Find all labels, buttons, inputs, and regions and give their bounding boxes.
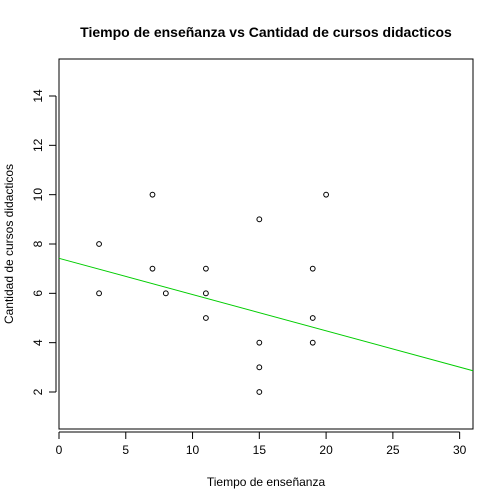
- x-tick-label: 10: [186, 443, 200, 457]
- y-tick-label: 10: [31, 188, 45, 202]
- x-tick-label: 30: [453, 443, 467, 457]
- y-tick-label: 14: [31, 89, 45, 103]
- y-axis-label: Cantidad de cursos didacticos: [2, 164, 16, 324]
- data-point: [256, 364, 263, 371]
- y-tick-label: 4: [31, 339, 45, 346]
- data-point: [309, 315, 316, 321]
- y-tick-label: 6: [31, 290, 45, 297]
- x-tick-label: 0: [56, 443, 63, 457]
- y-tick-label: 2: [31, 388, 45, 395]
- regression-line: [58, 257, 474, 372]
- regression-layer: [58, 257, 474, 372]
- x-tick-label: 15: [253, 443, 267, 457]
- y-tick-label: 8: [31, 240, 45, 247]
- y-axis: 2 4 6 8 10 12 14: [31, 89, 57, 395]
- data-point: [203, 265, 209, 272]
- data-point: [96, 241, 102, 247]
- y-tick-label: 12: [31, 138, 45, 152]
- x-tick-label: 25: [386, 443, 400, 457]
- chart-title: Tiempo de enseñanza vs Cantidad de curso…: [80, 24, 452, 40]
- data-point: [203, 315, 209, 321]
- data-point: [256, 389, 263, 395]
- points-layer: [96, 191, 329, 395]
- data-point: [256, 339, 263, 346]
- data-point: [149, 191, 156, 198]
- data-point: [309, 265, 316, 272]
- plot-frame: [58, 58, 474, 430]
- x-tick-label: 5: [122, 443, 129, 457]
- data-point: [149, 265, 156, 272]
- data-point: [203, 290, 209, 297]
- data-point: [256, 216, 263, 223]
- x-axis-label: Tiempo de enseñanza: [207, 475, 326, 489]
- data-point: [323, 191, 329, 198]
- x-axis: 0 5 10 15 20 25 30: [56, 431, 467, 457]
- data-point: [162, 290, 169, 297]
- data-point: [96, 290, 102, 297]
- x-tick-label: 20: [319, 443, 333, 457]
- data-point: [309, 339, 316, 346]
